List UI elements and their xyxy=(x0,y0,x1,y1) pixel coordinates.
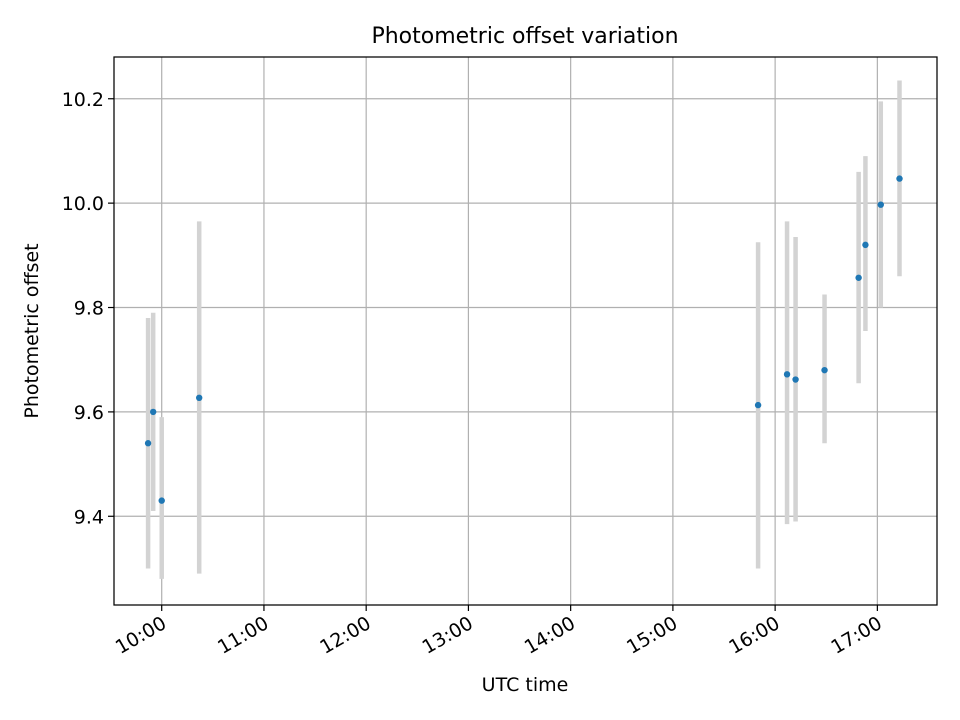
data-point xyxy=(158,497,165,504)
data-point xyxy=(144,440,152,447)
data-point xyxy=(149,408,157,416)
data-point xyxy=(877,201,884,208)
grid-lines xyxy=(114,57,937,605)
plot-area xyxy=(113,56,938,606)
y-axis-label: Photometric offset xyxy=(21,243,43,418)
x-axis-label: UTC time xyxy=(482,674,569,696)
y-tick-label: 10.0 xyxy=(62,193,104,215)
y-tick-label: 10.2 xyxy=(62,89,104,111)
axes-frame xyxy=(113,56,938,606)
y-tick-label: 9.8 xyxy=(74,298,104,320)
data-point xyxy=(855,274,862,281)
plot-background xyxy=(114,57,937,605)
chart-title: Photometric offset variation xyxy=(371,24,678,49)
data-points xyxy=(144,175,903,504)
y-axis-ticks: 9.4 9.6 9.8 10.0 10.2 xyxy=(62,89,114,528)
data-point xyxy=(896,175,903,182)
data-point xyxy=(862,241,869,249)
y-tick-label: 9.6 xyxy=(74,402,104,424)
data-point xyxy=(792,376,799,383)
y-tick-label: 9.4 xyxy=(74,506,104,528)
data-point xyxy=(821,366,828,374)
data-point xyxy=(783,371,791,378)
data-point xyxy=(754,401,762,409)
data-point xyxy=(195,394,203,402)
